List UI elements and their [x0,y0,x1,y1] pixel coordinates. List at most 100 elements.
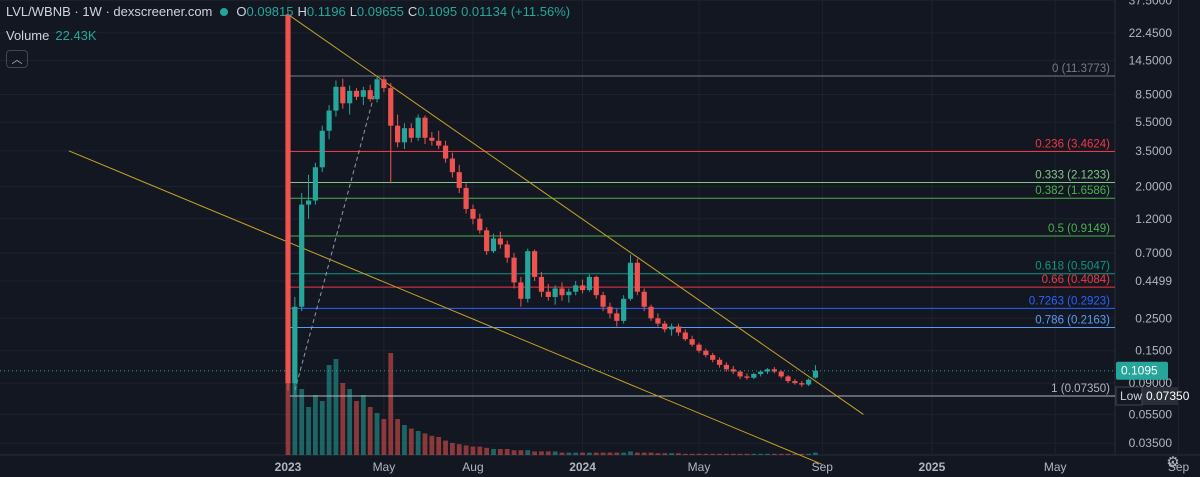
candle-body [422,117,428,138]
candle-body [806,379,812,385]
volume-bar [662,453,668,455]
candle-body [477,218,483,231]
volume-value: 22.43K [55,28,97,43]
volume-bar [765,453,770,455]
volume-bar [313,395,318,455]
collapse-legend-button[interactable]: ︿ [6,50,28,68]
volume-bar [771,453,777,455]
price-tick-label: 8.5000 [1135,88,1172,102]
candle-body [463,187,469,209]
volume-bar [806,453,811,455]
chevron-up-icon: ︿ [11,54,23,66]
volume-bar [395,419,400,455]
volume-bar [614,452,620,455]
price-tick-label: 5.5000 [1135,115,1172,129]
volume-bar [463,445,469,455]
volume-bar [566,452,572,455]
volume-bar [319,401,325,455]
candle-body [504,244,510,258]
volume-bar [374,413,380,455]
volume-label: Volume [6,28,50,43]
time-axis[interactable]: 2023MayAug2024MaySep2025MaySep8 [275,460,1200,474]
price-tick-label: 0.05500 [1129,407,1173,421]
fibonacci-retracement: 0 (11.3773) 0.236 (3.4624) 0.333 (2.1233) 0… [290,63,1115,397]
volume-bar [710,453,716,455]
volume-bar [422,433,428,455]
time-tick-label: May [688,460,711,474]
candle-body [312,167,318,201]
candle-body [614,313,620,321]
candle-body [436,140,442,146]
volume-bar [504,449,510,455]
volume-bar [751,453,757,455]
time-tick-label: 2024 [569,460,596,474]
volume-bar [778,453,784,455]
fib-level-label: 0.786 (0.2163) [1035,314,1110,326]
candle-body [573,285,579,292]
time-tick-label: 2023 [275,460,302,474]
candle-body [655,318,661,324]
candle-body [785,376,791,382]
price-axis[interactable]: 37.5000 22.4500 14.5000 8.5000 5.5000 3.5000 2… [0,0,1190,450]
candle-body [497,238,503,245]
grid [0,0,1200,456]
volume-bar [347,389,353,455]
candle-body [792,381,798,384]
price-tick-label: 1.2000 [1135,212,1172,226]
candle-body [716,359,723,365]
low-value: 0.09655 [356,4,404,19]
close-label: C [407,4,418,19]
candle-body [360,90,366,97]
candle-body [545,291,551,297]
volume-bar [525,450,531,455]
candle-body [607,306,613,314]
volume-bar [799,453,805,455]
candle-body [675,326,682,333]
candle-body [689,339,695,345]
upper-trendline [287,14,864,415]
market-status-dot [220,8,229,17]
candle-body [532,251,538,277]
last-price-badge [1116,361,1168,380]
candle-body [662,323,668,330]
candle-body [326,110,332,131]
candle-body [634,262,640,292]
volume-bar [689,453,695,455]
candle-body [696,344,702,351]
volume-bar [724,453,729,455]
candle-body [415,117,421,138]
volume-bar [456,444,462,455]
time-tick-label: Sep [1168,460,1190,474]
candle-body [764,369,771,372]
open-label: O [236,4,247,19]
volume-legend: Volume 22.43K [6,28,97,43]
price-tick-label: 3.5000 [1135,144,1172,158]
candle-body [470,208,476,219]
candle-body [778,371,784,377]
volume-bar [306,407,311,455]
volume-bar [559,452,565,455]
candle-body [449,158,455,173]
volume-bar [491,449,496,455]
candle-body [305,200,312,205]
candle-body [511,257,517,283]
price-tick-label: 0.7000 [1135,246,1172,260]
volume-bar [532,451,537,455]
candle-body [429,137,435,141]
price-tick-label: 0.2500 [1135,311,1172,325]
volume-bar [587,452,592,455]
volume-bar [593,452,599,455]
fib-level-label: 0.333 (2.1233) [1035,170,1110,182]
candle-body [730,369,736,372]
candle-body [340,86,346,104]
price-tick-label: 0.1500 [1135,344,1172,358]
volume-bar [682,453,688,455]
candle-body [641,291,647,307]
settings-button[interactable]: ⚙ [1165,455,1181,471]
volume-bar [545,451,551,455]
volume-bar [367,407,373,455]
volume-bar [497,449,503,455]
gear-icon: ⚙ [1166,454,1180,471]
